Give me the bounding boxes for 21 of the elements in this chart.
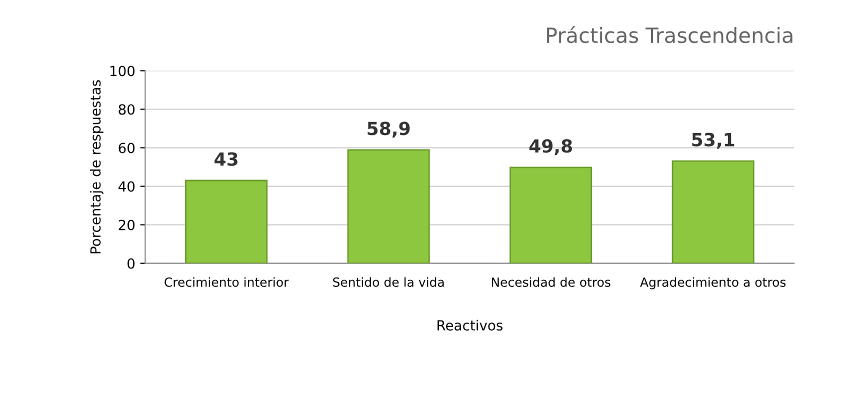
y-tick-label: 60 (118, 142, 135, 154)
y-tick-label: 0 (128, 258, 135, 269)
x-tick-label: Crecimiento interior (164, 277, 289, 287)
y-tick-label: 20 (118, 220, 135, 230)
data-label: 49,8 (529, 139, 572, 156)
x-tick-label: Necesidad de otros (492, 277, 610, 287)
y-axis-title: Porcentaje de respuestas (90, 80, 104, 254)
bar (510, 166, 592, 264)
data-label: 43 (214, 152, 238, 166)
y-tick-label: 80 (118, 104, 135, 115)
x-axis-title: Reactivos (438, 320, 503, 331)
chart-title: Prácticas Trascendencia (547, 26, 792, 44)
x-tick-label: Agradecimiento a otros (640, 277, 786, 290)
y-tick-label: 100 (110, 66, 135, 76)
data-label: 58,9 (368, 122, 410, 138)
data-label: 53,1 (692, 132, 734, 149)
bar (185, 180, 268, 264)
y-tick-label: 40 (118, 181, 135, 192)
bar (672, 160, 754, 264)
bar (347, 149, 430, 264)
x-tick-label: Sentido de la vida (333, 277, 444, 287)
